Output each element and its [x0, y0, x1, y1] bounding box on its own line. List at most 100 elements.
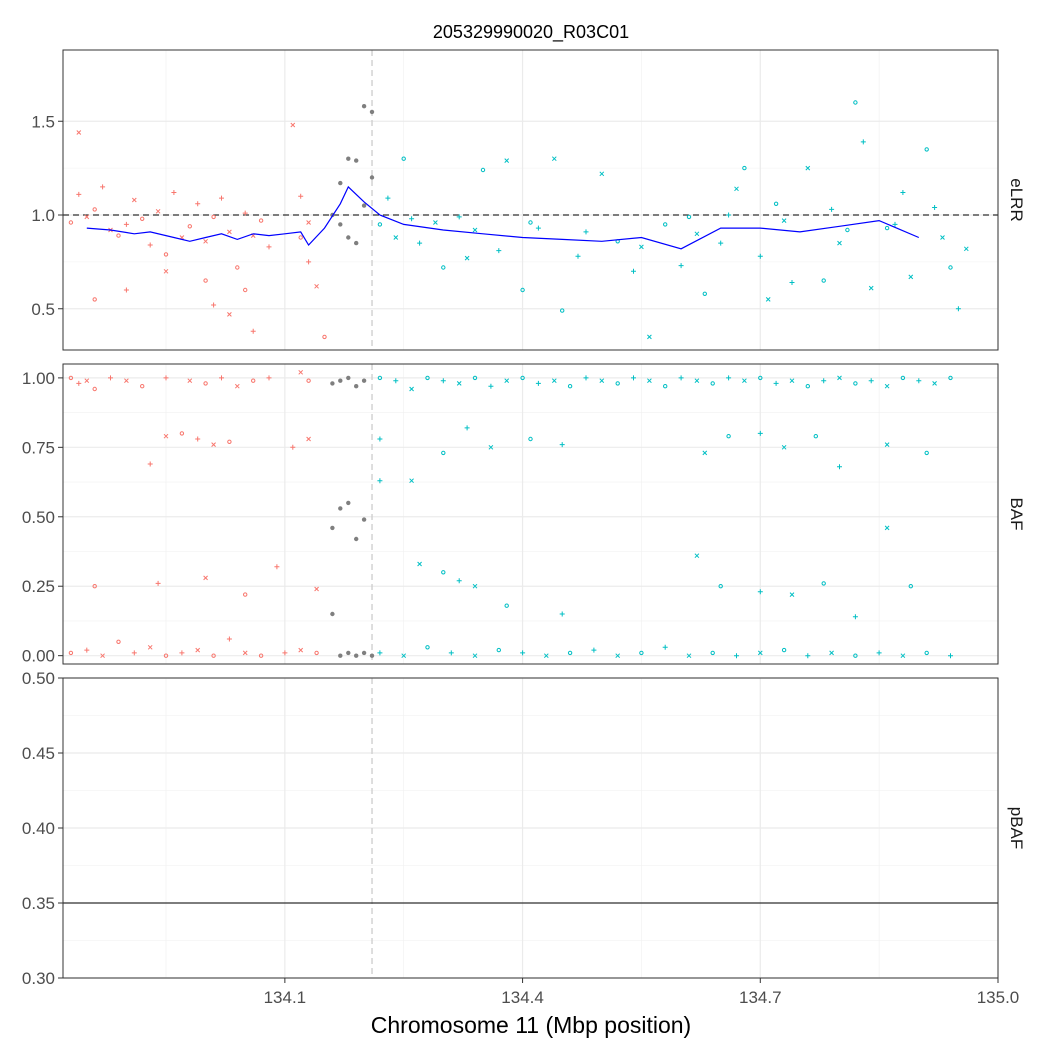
data-point: [377, 375, 383, 381]
data-point: [298, 193, 304, 199]
data-point: [678, 375, 684, 381]
data-point: [884, 442, 890, 447]
data-point: [147, 644, 153, 650]
data-point: [694, 553, 700, 559]
data-point: [108, 375, 113, 381]
plot-area: [63, 678, 998, 978]
data-point: [845, 227, 850, 233]
data-point: [773, 201, 779, 207]
data-point: [131, 197, 137, 203]
data-point: [393, 378, 399, 384]
data-point: [837, 240, 842, 246]
data-point: [314, 283, 319, 289]
data-point: [694, 231, 700, 237]
x-tick-label: 134.7: [739, 988, 782, 1007]
data-point: [235, 265, 240, 270]
data-point: [742, 378, 747, 384]
data-point: [821, 378, 827, 384]
series-left: [68, 122, 327, 340]
data-point: [243, 592, 248, 597]
data-point: [940, 235, 945, 240]
data-point: [361, 517, 367, 522]
data-point: [147, 461, 153, 467]
data-point: [385, 195, 391, 201]
data-point: [92, 386, 97, 392]
panel-border: [62, 49, 999, 351]
panel-border: [62, 363, 999, 665]
data-point: [480, 167, 486, 173]
panel-baf: 0.00 0.25 0.50 0.75 1.00 BAF: [22, 363, 1026, 666]
x-axis-title: Chromosome 11 (Mbp position): [371, 1012, 691, 1038]
data-point: [955, 306, 961, 312]
data-point: [377, 650, 383, 656]
data-point: [361, 378, 367, 383]
data-point: [853, 653, 858, 658]
data-point: [599, 378, 605, 384]
data-point: [852, 614, 858, 620]
data-point: [282, 650, 288, 656]
data-point: [663, 222, 668, 227]
data-point: [488, 383, 494, 389]
data-point: [234, 383, 240, 389]
data-point: [338, 222, 343, 227]
data-point: [147, 242, 153, 248]
data-point: [631, 268, 636, 274]
data-point: [726, 375, 732, 381]
data-point: [821, 278, 826, 283]
data-point: [195, 201, 201, 207]
y-tick-label: 0.40: [22, 819, 55, 838]
data-point: [567, 384, 573, 389]
data-point: [361, 203, 367, 208]
data-point: [84, 647, 90, 653]
data-point: [409, 478, 414, 484]
facet-label: eLRR: [1007, 178, 1026, 221]
data-point: [330, 525, 335, 531]
data-point: [520, 375, 525, 381]
data-point: [243, 287, 248, 293]
data-point: [504, 158, 510, 163]
data-point: [203, 575, 208, 581]
data-point: [773, 380, 779, 386]
series-middle: [330, 104, 375, 246]
y-tick-label: 0.75: [22, 438, 55, 457]
data-point: [472, 227, 478, 233]
data-point: [369, 109, 375, 115]
data-point: [472, 583, 478, 589]
data-point: [211, 653, 216, 658]
data-point: [472, 375, 478, 381]
data-point: [456, 578, 462, 584]
data-point: [559, 442, 565, 448]
data-point: [599, 171, 605, 177]
data-point: [805, 165, 811, 171]
data-point: [441, 570, 446, 575]
y-tick-label: 0.35: [22, 894, 55, 913]
data-point: [131, 650, 137, 656]
data-point: [710, 650, 715, 656]
data-point: [504, 378, 510, 384]
data-point: [559, 611, 565, 617]
data-point: [346, 375, 351, 381]
data-point: [258, 218, 264, 223]
y-tick-label: 0.00: [22, 647, 55, 666]
data-point: [868, 285, 874, 291]
data-point: [211, 442, 216, 447]
data-point: [702, 450, 708, 456]
data-point: [338, 378, 343, 383]
series-right: [377, 375, 953, 659]
data-point: [829, 650, 834, 656]
data-point: [575, 253, 581, 259]
data-point: [583, 229, 589, 235]
y-tick-label: 0.50: [22, 669, 55, 688]
data-point: [330, 611, 335, 617]
data-point: [932, 381, 937, 386]
data-point: [734, 653, 739, 659]
y-tick-label: 1.5: [31, 112, 55, 131]
data-point: [884, 225, 890, 231]
data-point: [924, 650, 929, 656]
data-point: [306, 378, 311, 383]
data-point: [377, 222, 383, 227]
data-point: [306, 220, 311, 225]
panel-background: [63, 50, 998, 350]
data-point: [678, 263, 684, 269]
